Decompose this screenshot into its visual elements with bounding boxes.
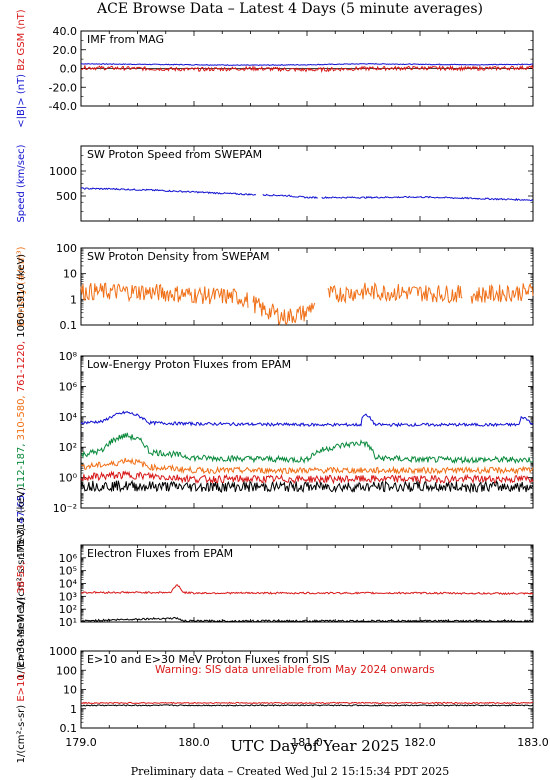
y-tick-label: 100	[56, 664, 77, 677]
y-tick-label: 10²	[59, 603, 77, 616]
y-tick-label: 10¹	[59, 616, 77, 629]
y-axis-label-part: 175-315 (keV)	[16, 487, 27, 561]
y-axis-label: <|B|> (nT) Bz GSM (nT)	[16, 9, 27, 128]
y-tick-label: 1	[70, 703, 77, 716]
y-axis-label-part: 1/(cm²-s-sr)	[16, 705, 27, 764]
panel-6: E>10 and E>30 MeV Proton Fluxes from SIS…	[16, 615, 534, 763]
panel-title: SW Proton Density from SWEPAM	[87, 250, 269, 263]
y-axis-label-part: 1/(cm²-s-sr-MeV)	[16, 527, 27, 610]
series-line-2	[80, 704, 534, 707]
y-tick-label: 10⁴	[59, 411, 78, 424]
panel-5: Electron Fluxes from EPAM 10¹10²10³10⁴10⁵…	[16, 487, 534, 680]
y-tick-label: 500	[56, 190, 77, 203]
y-tick-label: 10⁸	[59, 350, 78, 363]
series-line-1	[80, 701, 533, 705]
y-axis-label-part: 38-53,	[16, 561, 27, 596]
panel-title: IMF from MAG	[87, 33, 164, 46]
x-tick-label: 179.0	[65, 736, 97, 749]
x-tick-label: 183.0	[517, 736, 549, 749]
y-tick-label: 10³	[59, 590, 77, 603]
x-tick-label: 181.0	[291, 736, 323, 749]
y-axis-label-part: 47-65,	[16, 492, 27, 527]
panel-title: Electron Fluxes from EPAM	[87, 547, 233, 560]
series-line-1	[80, 281, 534, 326]
panel-1: IMF from MAG -40.0 -20.0 0.0 20.0 40.0 <|B|> (…	[16, 9, 534, 128]
y-axis-label-part: 112-187,	[16, 444, 27, 492]
y-axis-label-part: <|B|> (nT)	[16, 74, 27, 128]
y-tick-label: 10⁵	[59, 565, 77, 578]
y-tick-label: 0.1	[60, 722, 78, 735]
panel-4: Low-Energy Proton Fluxes from EPAM10⁻²10…	[16, 254, 534, 611]
page-title: ACE Browse Data – Latest 4 Days (5 minut…	[96, 1, 483, 17]
y-axis-label: 1/(cm²-s-sr-MeV) 38-53, 175-315 (keV)	[16, 487, 27, 680]
y-tick-label: 10⁻²	[53, 502, 77, 515]
series-line-1	[80, 584, 534, 596]
footer-note: Preliminary data – Created Wed Jul 2 15:…	[131, 765, 449, 778]
y-tick-label: 0.0	[60, 63, 78, 76]
series-line-1	[81, 62, 534, 67]
y-axis-label-part: E>10,	[16, 671, 27, 705]
y-tick-label: 1	[70, 293, 77, 306]
y-axis-label: 1/(cm²-s-sr-MeV) 47-65, 112-187, 310-580…	[16, 254, 27, 611]
y-axis-label: 1/(cm²-s-sr) E>10, E>30 MeV	[16, 615, 27, 763]
y-axis-label-part: Speed (km/sec)	[16, 144, 27, 222]
panel-3: SW Proton Density from SWEPAM 0.1 1 10 100 De…	[16, 242, 534, 332]
y-axis-label-part: 761-1220,	[16, 341, 27, 396]
series-line-5	[80, 479, 534, 494]
y-tick-label: 100	[56, 242, 77, 255]
panel-2: SW Proton Speed from SWEPAM 500 1000 Speed …	[16, 144, 534, 223]
y-axis-label-part: Bz GSM (nT)	[16, 9, 27, 74]
x-tick-label: 182.0	[404, 736, 436, 749]
panels: IMF from MAG -40.0 -20.0 0.0 20.0 40.0 <|B|> (…	[16, 9, 549, 763]
series-line-1	[80, 410, 534, 428]
panel-title: E>10 and E>30 MeV Proton Fluxes from SIS	[87, 653, 330, 666]
x-tick-label: 180.0	[178, 736, 210, 749]
y-tick-label: 10⁴	[59, 578, 78, 591]
y-tick-label: 10²	[59, 441, 77, 454]
y-tick-label: 1000	[49, 645, 77, 658]
y-tick-label: 0.1	[60, 319, 78, 332]
y-tick-label: -20.0	[49, 81, 77, 94]
y-axis-label: Speed (km/sec)	[16, 144, 27, 222]
warning-annotation: Warning: SIS data unreliable from May 20…	[155, 664, 435, 676]
y-tick-label: 10⁰	[59, 472, 78, 485]
x-axis-label: UTC Day of Year 2025	[231, 737, 400, 755]
y-tick-label: 10	[63, 684, 77, 697]
panel-title: Low-Energy Proton Fluxes from EPAM	[87, 358, 291, 371]
y-tick-label: 40.0	[53, 25, 78, 38]
y-axis-label-part: Density (#/cm³)	[16, 246, 27, 326]
y-axis-label-part: E>30 MeV	[16, 615, 27, 671]
y-axis-label-part: 1060-1910 (keV)	[16, 254, 27, 341]
panel-title: SW Proton Speed from SWEPAM	[87, 148, 262, 161]
y-tick-label: 10⁶	[59, 552, 78, 565]
series-line-4	[80, 470, 534, 485]
y-tick-label: 10	[63, 268, 77, 281]
series-line-3	[80, 457, 534, 475]
y-axis-label-part: 310-580,	[16, 395, 27, 443]
y-axis-label: Density (#/cm³)	[16, 246, 27, 326]
series-line-2	[80, 432, 534, 465]
y-axis-label-part: 1/(cm²-s-sr-MeV)	[16, 597, 27, 680]
y-tick-label: -40.0	[49, 100, 77, 113]
y-tick-label: 20.0	[53, 44, 78, 57]
y-tick-label: 1000	[49, 165, 77, 178]
series-line-2	[80, 616, 534, 623]
series-line-2	[81, 64, 534, 74]
y-tick-label: 10⁶	[59, 380, 78, 393]
series-line-1	[80, 187, 534, 202]
